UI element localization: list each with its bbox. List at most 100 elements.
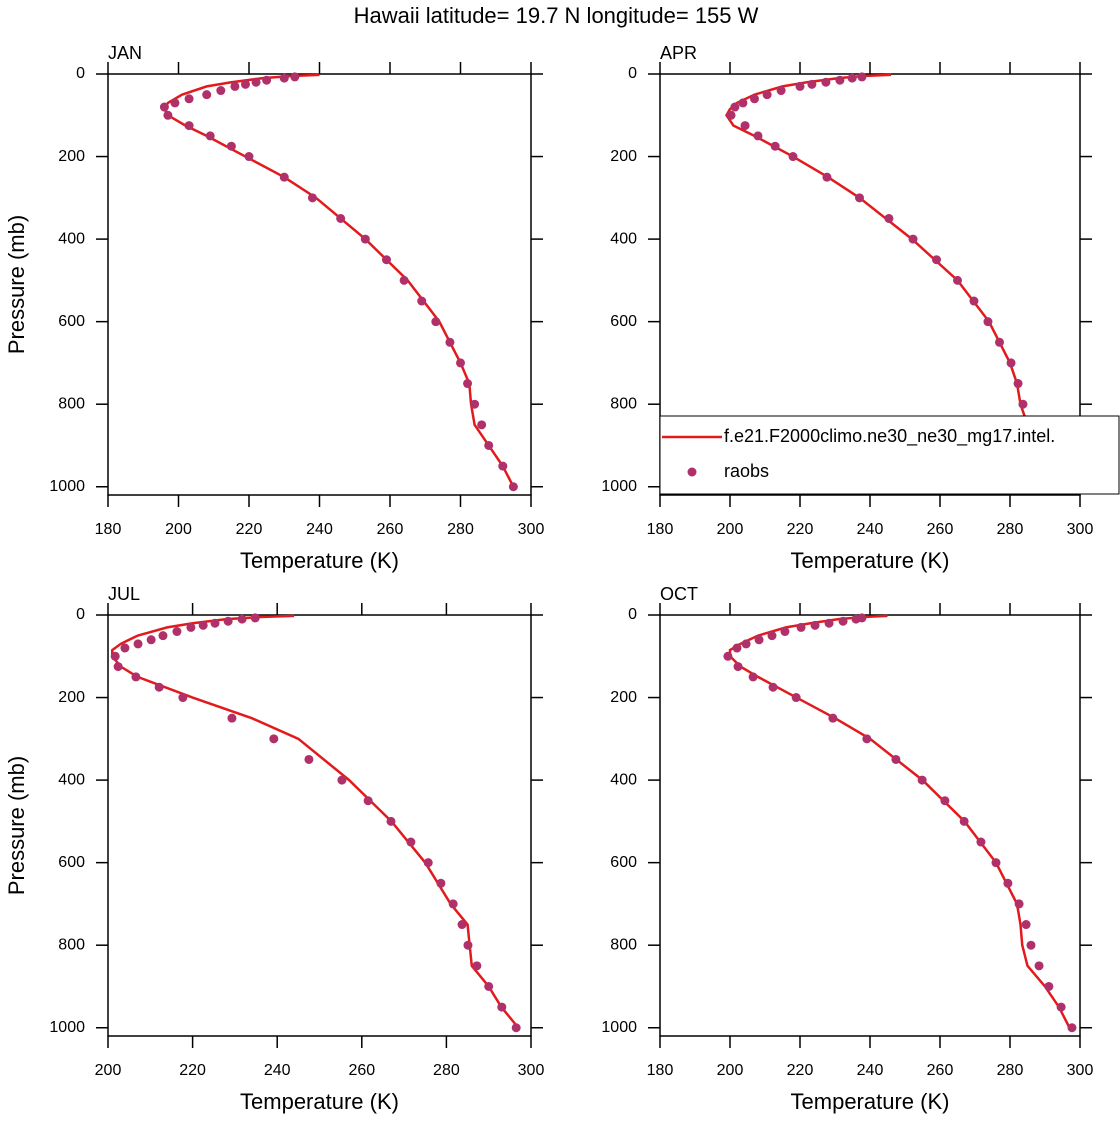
obs-point xyxy=(730,102,740,112)
obs-point xyxy=(363,796,373,806)
obs-point xyxy=(1003,878,1013,888)
x-tick-label: 280 xyxy=(997,521,1024,538)
y-tick-label: 1000 xyxy=(49,1019,85,1036)
x-axis-label: Temperature (K) xyxy=(240,1089,399,1114)
x-tick-label: 240 xyxy=(306,521,333,538)
obs-point xyxy=(237,614,247,624)
obs-point xyxy=(855,193,864,203)
obs-point xyxy=(184,94,194,104)
obs-point xyxy=(1021,920,1031,930)
obs-point xyxy=(436,878,446,888)
obs-point xyxy=(360,234,370,244)
obs-point xyxy=(857,72,867,82)
obs-point xyxy=(110,651,120,661)
obs-point xyxy=(279,172,289,182)
obs-point xyxy=(807,79,817,89)
obs-point xyxy=(431,317,441,327)
legend-label: f.e21.F2000climo.ne30_ne30_mg17.intel. xyxy=(724,426,1055,447)
obs-point xyxy=(1018,399,1028,409)
obs-point xyxy=(795,81,805,91)
x-axis-label: Temperature (K) xyxy=(791,548,950,573)
obs-point xyxy=(262,75,272,85)
y-tick-label: 200 xyxy=(610,148,637,165)
x-tick-label: 220 xyxy=(236,521,263,538)
obs-point xyxy=(445,337,455,347)
obs-point xyxy=(1006,358,1016,368)
x-tick-label: 200 xyxy=(95,1062,122,1079)
x-tick-label: 240 xyxy=(857,1062,884,1079)
plot-frame xyxy=(107,73,532,496)
obs-point xyxy=(754,635,764,645)
obs-point xyxy=(748,672,758,682)
obs-point xyxy=(170,98,180,108)
obs-point xyxy=(154,682,164,692)
obs-point xyxy=(399,275,409,285)
x-axis-label: Temperature (K) xyxy=(240,548,399,573)
x-tick-label: 180 xyxy=(647,1062,674,1079)
obs-point xyxy=(835,75,845,85)
y-tick-label: 0 xyxy=(628,606,637,623)
y-tick-label: 400 xyxy=(610,771,637,788)
obs-point xyxy=(463,940,473,950)
obs-point xyxy=(131,672,141,682)
obs-point xyxy=(178,693,188,703)
obs-point xyxy=(472,961,482,971)
obs-point xyxy=(741,639,751,649)
obs-point xyxy=(159,102,169,112)
obs-point xyxy=(120,643,130,653)
obs-point xyxy=(456,358,465,368)
y-tick-label: 0 xyxy=(628,65,637,82)
obs-point xyxy=(1014,899,1024,909)
y-tick-label: 600 xyxy=(610,854,637,871)
obs-point xyxy=(223,616,233,626)
y-axis-label: Pressure (mb) xyxy=(4,215,29,354)
obs-point xyxy=(740,121,750,131)
y-tick-label: 200 xyxy=(610,689,637,706)
y-tick-label: 1000 xyxy=(49,478,85,495)
x-tick-label: 220 xyxy=(179,1062,206,1079)
model-line xyxy=(162,73,515,488)
x-tick-label: 220 xyxy=(787,1062,814,1079)
obs-point xyxy=(828,713,838,723)
obs-point xyxy=(791,693,801,703)
obs-point xyxy=(770,141,780,151)
obs-point xyxy=(891,754,901,764)
y-tick-label: 200 xyxy=(58,689,85,706)
obs-point xyxy=(463,379,473,389)
x-tick-label: 220 xyxy=(787,521,814,538)
obs-point xyxy=(767,631,777,641)
obs-point xyxy=(796,622,806,632)
obs-point xyxy=(940,796,950,806)
obs-point xyxy=(953,275,962,285)
legend-marker xyxy=(687,467,697,477)
obs-point xyxy=(133,639,143,649)
legend: f.e21.F2000climo.ne30_ne30_mg17.intel.ra… xyxy=(659,415,1120,495)
x-tick-label: 180 xyxy=(95,521,122,538)
obs-point xyxy=(750,94,759,104)
obs-point xyxy=(991,858,1001,868)
panel: JAN Temperature (K) Pressure (mb) 180 200 220… xyxy=(4,43,545,573)
obs-point xyxy=(862,734,872,744)
figure-title: Hawaii latitude= 19.7 N longitude= 155 W xyxy=(354,3,759,28)
obs-point xyxy=(484,440,494,450)
model-line xyxy=(728,614,1071,1029)
x-tick-label: 300 xyxy=(518,521,545,538)
obs-point xyxy=(146,635,156,645)
obs-point xyxy=(477,420,487,430)
x-axis-label: Temperature (K) xyxy=(791,1089,950,1114)
obs-point xyxy=(857,613,867,623)
obs-point xyxy=(780,627,790,637)
obs-point xyxy=(753,131,763,141)
obs-point xyxy=(762,90,772,100)
obs-point xyxy=(457,920,467,930)
x-tick-label: 280 xyxy=(997,1062,1024,1079)
obs-point xyxy=(227,713,237,723)
obs-point xyxy=(932,255,941,265)
obs-point xyxy=(824,618,834,628)
y-tick-label: 600 xyxy=(58,313,85,330)
obs-point xyxy=(1026,940,1036,950)
x-tick-label: 200 xyxy=(165,521,192,538)
obs-point xyxy=(983,317,993,327)
obs-point xyxy=(226,141,236,151)
